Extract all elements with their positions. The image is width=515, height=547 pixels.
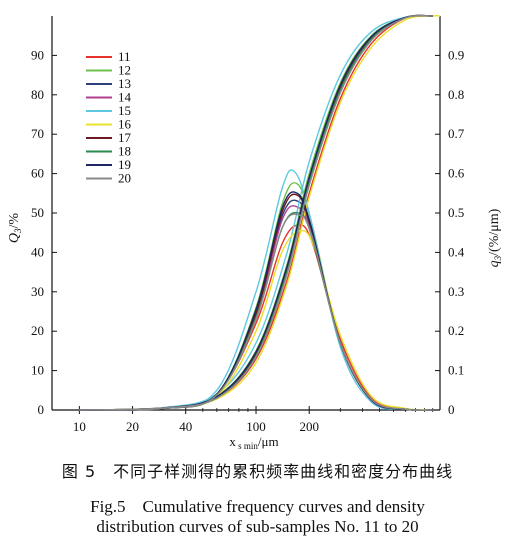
y-right-tick-label: 0.2 (448, 323, 464, 338)
caption-english-line-1: Fig.5 Cumulative frequency curves and de… (90, 497, 425, 516)
y-left-tick-label: 50 (31, 205, 44, 220)
cumulative-curve-19 (79, 14, 433, 411)
y-left-tick-label: 60 (31, 166, 44, 181)
y-right-tick-label: 0.3 (448, 284, 464, 299)
y-right-tick-label: 0.1 (448, 363, 464, 378)
cumulative-curve-15 (79, 15, 433, 411)
y-left-tick-label: 30 (31, 284, 44, 299)
y-right-tick-label: 0 (448, 402, 455, 417)
legend-label-19: 19 (118, 157, 131, 172)
x-tick-label: 10 (73, 419, 86, 434)
y-left-axis-title: Q3/% (7, 213, 23, 244)
density-curve-19 (79, 191, 433, 411)
x-tick-label: 20 (126, 419, 139, 434)
y-left-tick-label: 40 (31, 244, 44, 259)
density-curve-13 (79, 199, 433, 411)
density-curve-12 (79, 182, 433, 411)
legend-label-15: 15 (118, 103, 131, 118)
legend-label-14: 14 (118, 90, 132, 105)
y-left-tick-label: 20 (31, 323, 44, 338)
legend-label-11: 11 (118, 49, 131, 64)
y-left-tick-label: 90 (31, 47, 44, 62)
caption-chinese: 图 5 不同子样测得的累积频率曲线和密度分布曲线 (61, 462, 454, 481)
axes: 0 10 20 30 40 50 60 70 80 90 0 0.1 0.2 0.3 0.4 0.5 0.6 0.… (31, 16, 465, 434)
chart: 0 10 20 30 40 50 60 70 80 90 0 0.1 0.2 0.3 0.4 0.5 0.6 0.… (7, 14, 503, 450)
legend-label-17: 17 (118, 130, 132, 145)
y-left-tick-label: 10 (31, 363, 44, 378)
y-right-tick-label: 0.5 (448, 205, 464, 220)
y-right-tick-label: 0.8 (448, 87, 464, 102)
y-left-tick-label: 80 (31, 87, 44, 102)
x-tick-label: 200 (299, 419, 319, 434)
density-curve-20 (79, 213, 433, 411)
legend-label-13: 13 (118, 76, 131, 91)
density-curve-17 (79, 193, 433, 411)
legend-label-12: 12 (118, 63, 131, 78)
y-left-tick-label: 70 (31, 126, 44, 141)
legend-label-20: 20 (118, 171, 131, 186)
x-tick-label: 100 (246, 419, 266, 434)
y-right-tick-label: 0.4 (448, 244, 465, 259)
curves (79, 14, 441, 411)
y-right-axis-title: q3/(%/μm) (487, 208, 503, 267)
x-axis-title: x s min/μm (229, 434, 278, 450)
y-right-tick-label: 0.6 (448, 166, 465, 181)
legend-label-18: 18 (118, 144, 131, 159)
density-curve-15 (79, 169, 433, 411)
y-right-tick-label: 0.7 (448, 126, 465, 141)
y-left-tick-label: 0 (38, 402, 45, 417)
caption-english-line-2: distribution curves of sub-samples No. 1… (96, 517, 419, 536)
axis-labels: x s min/μm Q3/% q3/(%/μm) (7, 208, 503, 450)
legend-label-16: 16 (118, 117, 132, 132)
x-tick-label: 40 (179, 419, 192, 434)
y-right-tick-label: 0.9 (448, 47, 464, 62)
